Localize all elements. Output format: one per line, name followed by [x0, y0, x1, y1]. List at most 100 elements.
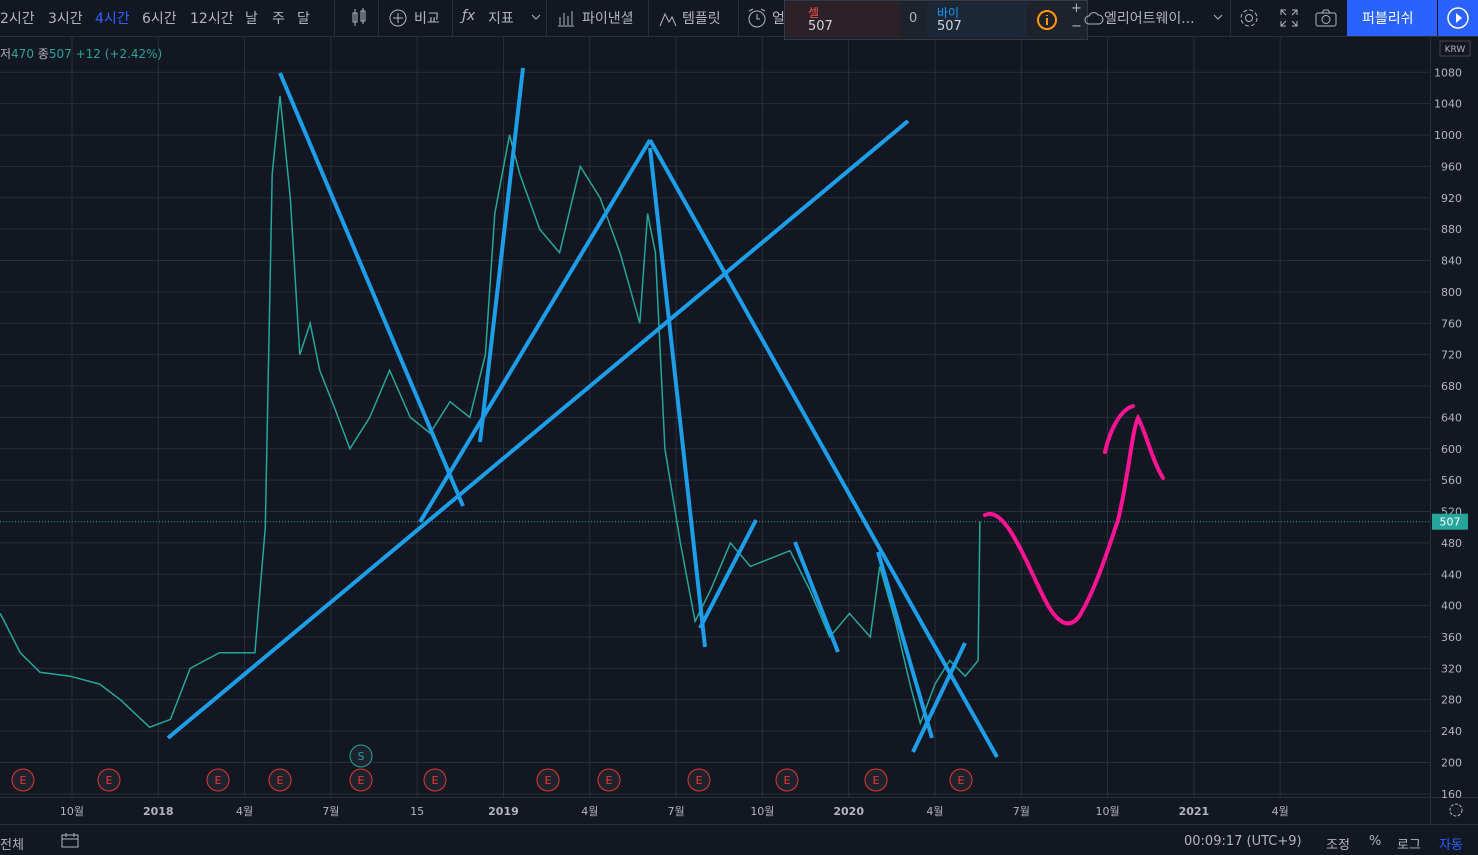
y-tick-label: 1040: [1434, 98, 1462, 111]
x-tick-label: 15: [410, 805, 424, 818]
event-label: E: [958, 774, 965, 787]
drawing: [983, 404, 1165, 626]
close-label: 종: [37, 47, 49, 61]
interval[interactable]: 2시간: [0, 11, 35, 27]
event-marker: [423, 768, 447, 792]
clock: 00:09:17 (UTC+9): [1184, 834, 1302, 849]
separator: [1230, 0, 1231, 36]
interval[interactable]: 달: [297, 11, 310, 27]
sell-price: 507: [808, 19, 833, 34]
event-marker: [864, 768, 888, 792]
qty-minus[interactable]: −: [1071, 19, 1082, 34]
candle-icon[interactable]: [350, 8, 368, 28]
templates[interactable]: 템플릿: [682, 11, 721, 27]
compare[interactable]: 비교: [414, 11, 440, 27]
interval[interactable]: 12시간: [190, 11, 234, 27]
adjust[interactable]: 조정: [1326, 838, 1350, 853]
event-marker: [775, 768, 799, 792]
x-tick-label: 2020: [833, 805, 864, 818]
sell-button[interactable]: 셀 507: [786, 2, 900, 37]
interval[interactable]: 날: [245, 11, 258, 27]
publish-button[interactable]: 퍼블리쉬: [1347, 0, 1437, 36]
trend-line: [278, 72, 465, 507]
trend-line: [648, 147, 707, 648]
change: +12 (+2.42%): [75, 47, 163, 61]
interval[interactable]: 3시간: [48, 11, 83, 27]
separator: [546, 0, 547, 36]
settings-icon[interactable]: [1238, 7, 1260, 29]
compare-icon[interactable]: [388, 8, 408, 28]
event-label: E: [358, 774, 365, 787]
buy-label: 바이: [937, 6, 960, 20]
range[interactable]: 전체: [0, 838, 24, 853]
y-tick-label: 560: [1441, 474, 1462, 487]
interval[interactable]: 주: [272, 11, 285, 27]
calendar-icon[interactable]: [60, 831, 80, 849]
event-label: E: [277, 774, 284, 787]
financials-icon[interactable]: [556, 8, 576, 28]
indicators[interactable]: 지표: [488, 11, 514, 27]
spread: 0: [909, 11, 918, 26]
toolbar: 2시간 3시간 4시간 6시간 12시간 날 주 달 비교 ƒx 지표 파이낸셜…: [0, 0, 1478, 40]
bottom-bar: 전체 00:09:17 (UTC+9) 조정 % 로그 자동: [0, 824, 1478, 855]
y-tick-label: 1000: [1434, 129, 1462, 142]
event-marker: [206, 768, 230, 792]
trend-line: [648, 139, 999, 758]
low: 470: [11, 47, 34, 61]
event-marker: [97, 768, 121, 792]
qty-plus[interactable]: +: [1071, 1, 1082, 16]
fx-icon[interactable]: ƒx: [462, 8, 476, 24]
fullscreen-icon[interactable]: [1279, 8, 1299, 28]
log[interactable]: 로그: [1397, 838, 1421, 853]
publish: 퍼블리쉬: [1362, 11, 1414, 27]
event-marker: [597, 768, 621, 792]
snapshot-icon[interactable]: [1315, 8, 1337, 28]
replay-button[interactable]: [1438, 0, 1478, 36]
trend-line: [793, 541, 840, 653]
trend-line: [418, 138, 652, 524]
interval[interactable]: 6시간: [142, 11, 177, 27]
y-tick-label: 720: [1441, 349, 1462, 362]
separator: [378, 0, 379, 36]
x-tick-label: 4월: [236, 805, 253, 818]
x-tick-label: 7월: [668, 805, 685, 818]
x-tick-label: 10월: [750, 805, 774, 818]
y-tick-label: 480: [1441, 537, 1462, 550]
dropdown[interactable]: [1212, 12, 1224, 22]
alert-icon[interactable]: [746, 7, 768, 29]
play-icon: [1447, 7, 1469, 29]
event-label: E: [432, 774, 439, 787]
x-tick-label: 2019: [488, 805, 519, 818]
interval[interactable]: 4시간: [95, 11, 130, 27]
templates-icon[interactable]: [658, 8, 678, 28]
auto[interactable]: 자동: [1439, 838, 1463, 853]
chart: 1602002402803203604004404805205606006406…: [0, 37, 1478, 824]
info-icon[interactable]: [1036, 9, 1058, 31]
y-tick-label: 840: [1441, 255, 1462, 268]
y-tick-label: 800: [1441, 286, 1462, 299]
layout-name[interactable]: 엘리어트웨이...: [1104, 11, 1195, 27]
split-marker: [349, 744, 373, 768]
trade-panel: 셀 507 0 바이 507 + −: [784, 0, 1088, 40]
y-tick-label: 1080: [1434, 66, 1462, 79]
y-tick-label: 160: [1441, 788, 1462, 801]
alert[interactable]: 얼: [772, 11, 785, 27]
currency-badge: [1439, 40, 1471, 57]
percent[interactable]: %: [1369, 834, 1382, 849]
legend: 저470 종507 +12 (+2.42%): [0, 45, 162, 62]
trend-line: [876, 551, 934, 739]
trend-line: [478, 67, 525, 443]
close: 507: [48, 47, 72, 61]
event-marker: [949, 768, 973, 792]
x-tick-label: 10월: [60, 805, 84, 818]
trend-line: [911, 642, 967, 753]
separator: [648, 0, 649, 36]
price-axis: [1430, 37, 1478, 797]
cloud-icon[interactable]: [1084, 9, 1104, 27]
financials[interactable]: 파이낸셜: [582, 11, 634, 27]
event-label: E: [106, 774, 113, 787]
dropdown[interactable]: [530, 12, 542, 22]
event-label: E: [20, 774, 27, 787]
buy-button[interactable]: 바이 507: [927, 2, 1027, 37]
event-label: E: [215, 774, 222, 787]
